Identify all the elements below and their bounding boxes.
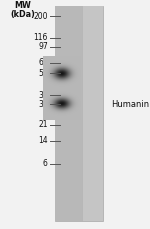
- FancyBboxPatch shape: [55, 6, 103, 221]
- FancyBboxPatch shape: [82, 6, 103, 221]
- Text: MW
(kDa): MW (kDa): [10, 1, 35, 19]
- Text: 97: 97: [38, 42, 48, 52]
- Text: 200: 200: [33, 11, 48, 21]
- Text: 55: 55: [38, 69, 48, 78]
- Text: Humanin: Humanin: [111, 100, 149, 109]
- Text: 21: 21: [38, 120, 48, 129]
- FancyBboxPatch shape: [55, 6, 82, 221]
- Text: 66: 66: [38, 58, 48, 68]
- Text: 116: 116: [33, 33, 48, 42]
- Text: 31: 31: [38, 100, 48, 109]
- Text: 14: 14: [38, 136, 48, 145]
- Text: 36: 36: [38, 90, 48, 100]
- Text: 6: 6: [43, 159, 48, 168]
